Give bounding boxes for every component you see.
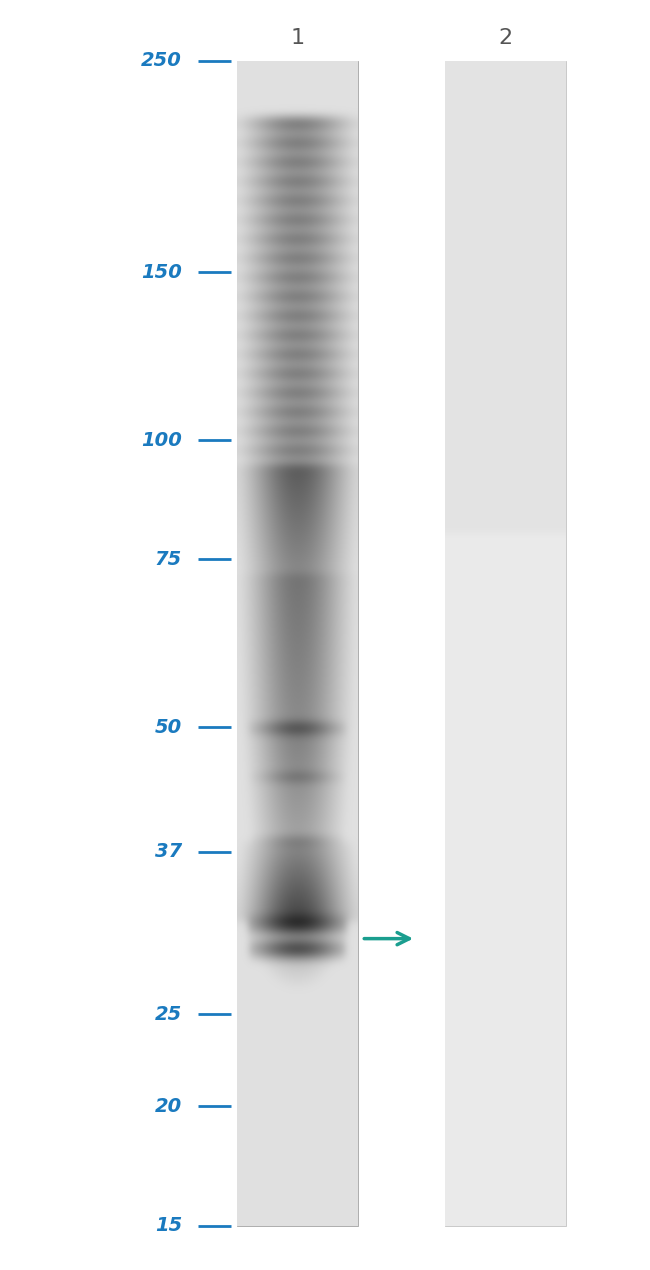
Text: 1: 1 bbox=[291, 28, 304, 48]
Text: 150: 150 bbox=[141, 263, 182, 282]
Text: 2: 2 bbox=[499, 28, 512, 48]
Text: 15: 15 bbox=[155, 1217, 182, 1234]
Text: 75: 75 bbox=[155, 550, 182, 569]
Text: 100: 100 bbox=[141, 431, 182, 450]
Text: 20: 20 bbox=[155, 1097, 182, 1116]
Text: 37: 37 bbox=[155, 842, 182, 861]
FancyBboxPatch shape bbox=[237, 61, 358, 1226]
FancyBboxPatch shape bbox=[445, 61, 566, 1226]
Text: 50: 50 bbox=[155, 718, 182, 737]
Text: 25: 25 bbox=[155, 1005, 182, 1024]
Text: 250: 250 bbox=[141, 52, 182, 70]
